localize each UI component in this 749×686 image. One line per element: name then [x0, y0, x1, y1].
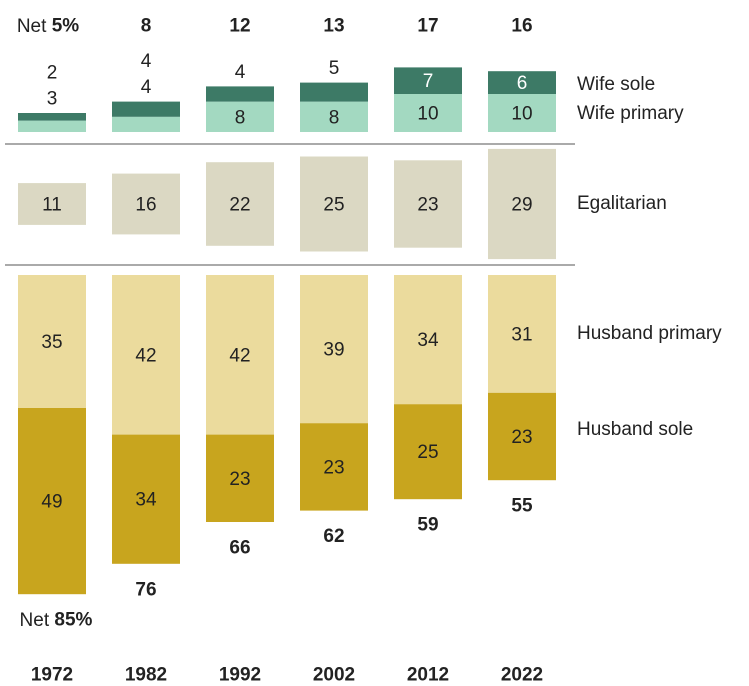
bar-egalitarian-1972 [18, 183, 86, 225]
bar-husband-sole-2012 [394, 404, 462, 500]
net-husband-1992: 66 [229, 538, 250, 559]
bar-egalitarian-2002 [300, 156, 368, 252]
legend-wife-sole: Wife sole [577, 74, 655, 95]
bar-husband-primary-1992 [206, 275, 274, 435]
bar-egalitarian-1992 [206, 162, 274, 246]
label-egalitarian-1982: 16 [135, 195, 156, 216]
label-egalitarian-1972: 11 [42, 195, 62, 216]
net-husband-1972: Net 85% [20, 610, 93, 631]
label-husband-primary-2012: 34 [417, 330, 439, 351]
label-husband-primary-1972: 35 [41, 332, 62, 353]
net-wife-1972: Net 5% [17, 16, 79, 37]
bar-husband-sole-1982 [112, 434, 180, 564]
label-wife-primary-2012: 10 [417, 104, 438, 125]
label-husband-primary-1982: 42 [135, 345, 156, 366]
bar-wife-primary-2002 [300, 101, 368, 132]
year-label-2022: 2022 [501, 665, 543, 686]
net-husband-2022: 55 [511, 496, 533, 517]
bar-wife-sole-1972 [18, 113, 86, 121]
bar-wife-sole-1992 [206, 86, 274, 102]
bar-wife-primary-1982 [112, 116, 180, 132]
label-egalitarian-2022: 29 [511, 195, 532, 216]
net-wife-2002: 13 [323, 16, 344, 37]
bar-husband-primary-1982 [112, 275, 180, 435]
bar-egalitarian-2022 [488, 148, 556, 260]
net-husband-2002: 62 [323, 526, 344, 547]
year-label-2012: 2012 [407, 665, 449, 686]
bar-wife-sole-2002 [300, 82, 368, 102]
bar-egalitarian-1982 [112, 173, 180, 235]
bar-wife-primary-2012 [394, 94, 462, 132]
label-husband-primary-1992: 42 [229, 345, 250, 366]
label-husband-primary-2022: 31 [511, 324, 532, 345]
bar-husband-sole-1992 [206, 434, 274, 522]
year-label-1972: 1972 [31, 665, 73, 686]
label-egalitarian-2002: 25 [323, 195, 344, 216]
label-wife-primary-1992: 8 [235, 107, 246, 128]
label-husband-sole-2022: 23 [511, 427, 532, 448]
year-label-2002: 2002 [313, 665, 355, 686]
label-wife-sole-1982: 4 [141, 51, 152, 72]
bar-wife-primary-2022 [488, 94, 556, 132]
label-wife-primary-2002: 8 [329, 107, 340, 128]
net-husband-2012: 59 [417, 515, 438, 536]
year-label-1992: 1992 [219, 665, 261, 686]
year-label-1982: 1982 [125, 665, 167, 686]
bar-wife-primary-1972 [18, 120, 86, 132]
net-wife-2022: 16 [511, 16, 532, 37]
legend-egalitarian: Egalitarian [577, 193, 667, 214]
bar-husband-primary-2022 [488, 275, 556, 393]
label-wife-sole-2002: 5 [329, 58, 340, 79]
net-wife-1992: 12 [229, 16, 250, 37]
bar-husband-primary-1972 [18, 275, 86, 408]
legend-husband-primary: Husband primary [577, 323, 722, 344]
net-wife-1982: 8 [141, 16, 152, 37]
label-wife-primary-2022: 10 [511, 104, 532, 125]
label-wife-sole-2012: 7 [423, 71, 434, 92]
label-egalitarian-1992: 22 [229, 195, 250, 216]
bar-husband-sole-2022 [488, 392, 556, 481]
bar-wife-sole-2022 [488, 71, 556, 94]
bar-husband-primary-2012 [394, 275, 462, 405]
net-husband-1982: 76 [135, 579, 156, 600]
label-wife-primary-1982: 4 [141, 77, 152, 98]
label-husband-sole-2002: 23 [323, 457, 344, 478]
legend-wife-primary: Wife primary [577, 103, 684, 124]
label-egalitarian-2012: 23 [417, 195, 438, 216]
legend-husband-sole: Husband sole [577, 419, 693, 440]
label-husband-primary-2002: 39 [323, 340, 344, 361]
bar-wife-sole-1982 [112, 101, 180, 117]
label-husband-sole-2012: 25 [417, 442, 438, 463]
label-husband-sole-1972: 49 [41, 492, 62, 513]
label-wife-primary-1972: 3 [47, 89, 58, 110]
bar-egalitarian-2012 [394, 160, 462, 248]
bar-husband-sole-1972 [18, 408, 86, 595]
bar-husband-primary-2002 [300, 275, 368, 424]
bars-layer [18, 67, 556, 595]
label-husband-sole-1992: 23 [229, 469, 250, 490]
bar-wife-sole-2012 [394, 67, 462, 94]
label-wife-sole-2022: 6 [517, 73, 528, 94]
label-husband-sole-1982: 34 [135, 490, 157, 511]
bar-husband-sole-2002 [300, 423, 368, 511]
label-wife-sole-1972: 2 [47, 63, 58, 84]
bar-wife-primary-1992 [206, 101, 274, 132]
net-wife-2012: 17 [417, 16, 438, 37]
label-wife-sole-1992: 4 [235, 62, 246, 83]
